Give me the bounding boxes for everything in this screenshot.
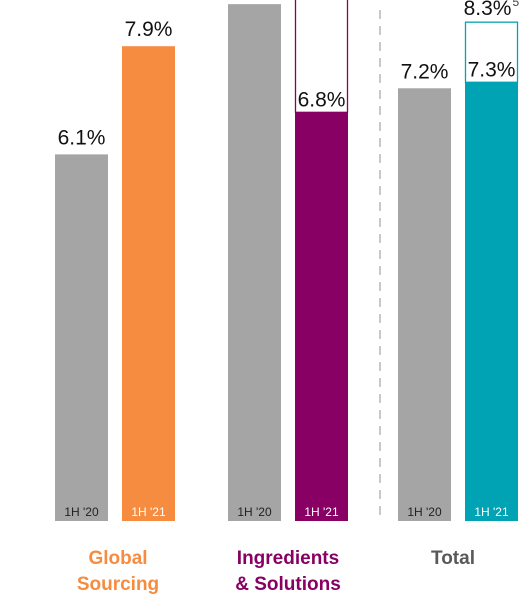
period-label: 1H '20 bbox=[407, 505, 442, 519]
bar-1h21 bbox=[465, 82, 518, 522]
bar-1h20 bbox=[55, 154, 108, 521]
bars-layer bbox=[55, 0, 519, 522]
period-label: 1H '21 bbox=[474, 505, 509, 519]
bar-1h20 bbox=[228, 4, 281, 521]
bar-1h20 bbox=[398, 88, 451, 521]
group-label: Global bbox=[88, 548, 147, 569]
adjusted-value-label: 8.3% bbox=[464, 0, 512, 20]
footnote-marker: 5 bbox=[512, 0, 519, 9]
value-label: 6.1% bbox=[58, 126, 106, 149]
period-label: 1H '20 bbox=[237, 505, 272, 519]
value-label: 6.8% bbox=[298, 88, 346, 111]
adjusted-bar-outline bbox=[294, 0, 349, 113]
labels-layer: 1H '20 6.1% 1H '21 7.9% Global Sourcing 1H '20… bbox=[58, 0, 520, 595]
group-label: Total bbox=[431, 548, 475, 569]
period-label: 1H '20 bbox=[64, 505, 99, 519]
bar-1h21 bbox=[122, 46, 175, 522]
group-label: & Solutions bbox=[235, 574, 341, 595]
group-label: Ingredients bbox=[237, 548, 339, 569]
value-label: 7.9% bbox=[125, 18, 173, 41]
value-label: 7.2% bbox=[401, 60, 449, 83]
group-label: Sourcing bbox=[77, 574, 159, 595]
adjusted-bar-outline bbox=[464, 21, 519, 83]
bar-1h21 bbox=[295, 112, 348, 521]
period-label: 1H '21 bbox=[304, 505, 339, 519]
value-label: 7.3% bbox=[468, 58, 516, 81]
period-label: 1H '21 bbox=[131, 505, 166, 519]
